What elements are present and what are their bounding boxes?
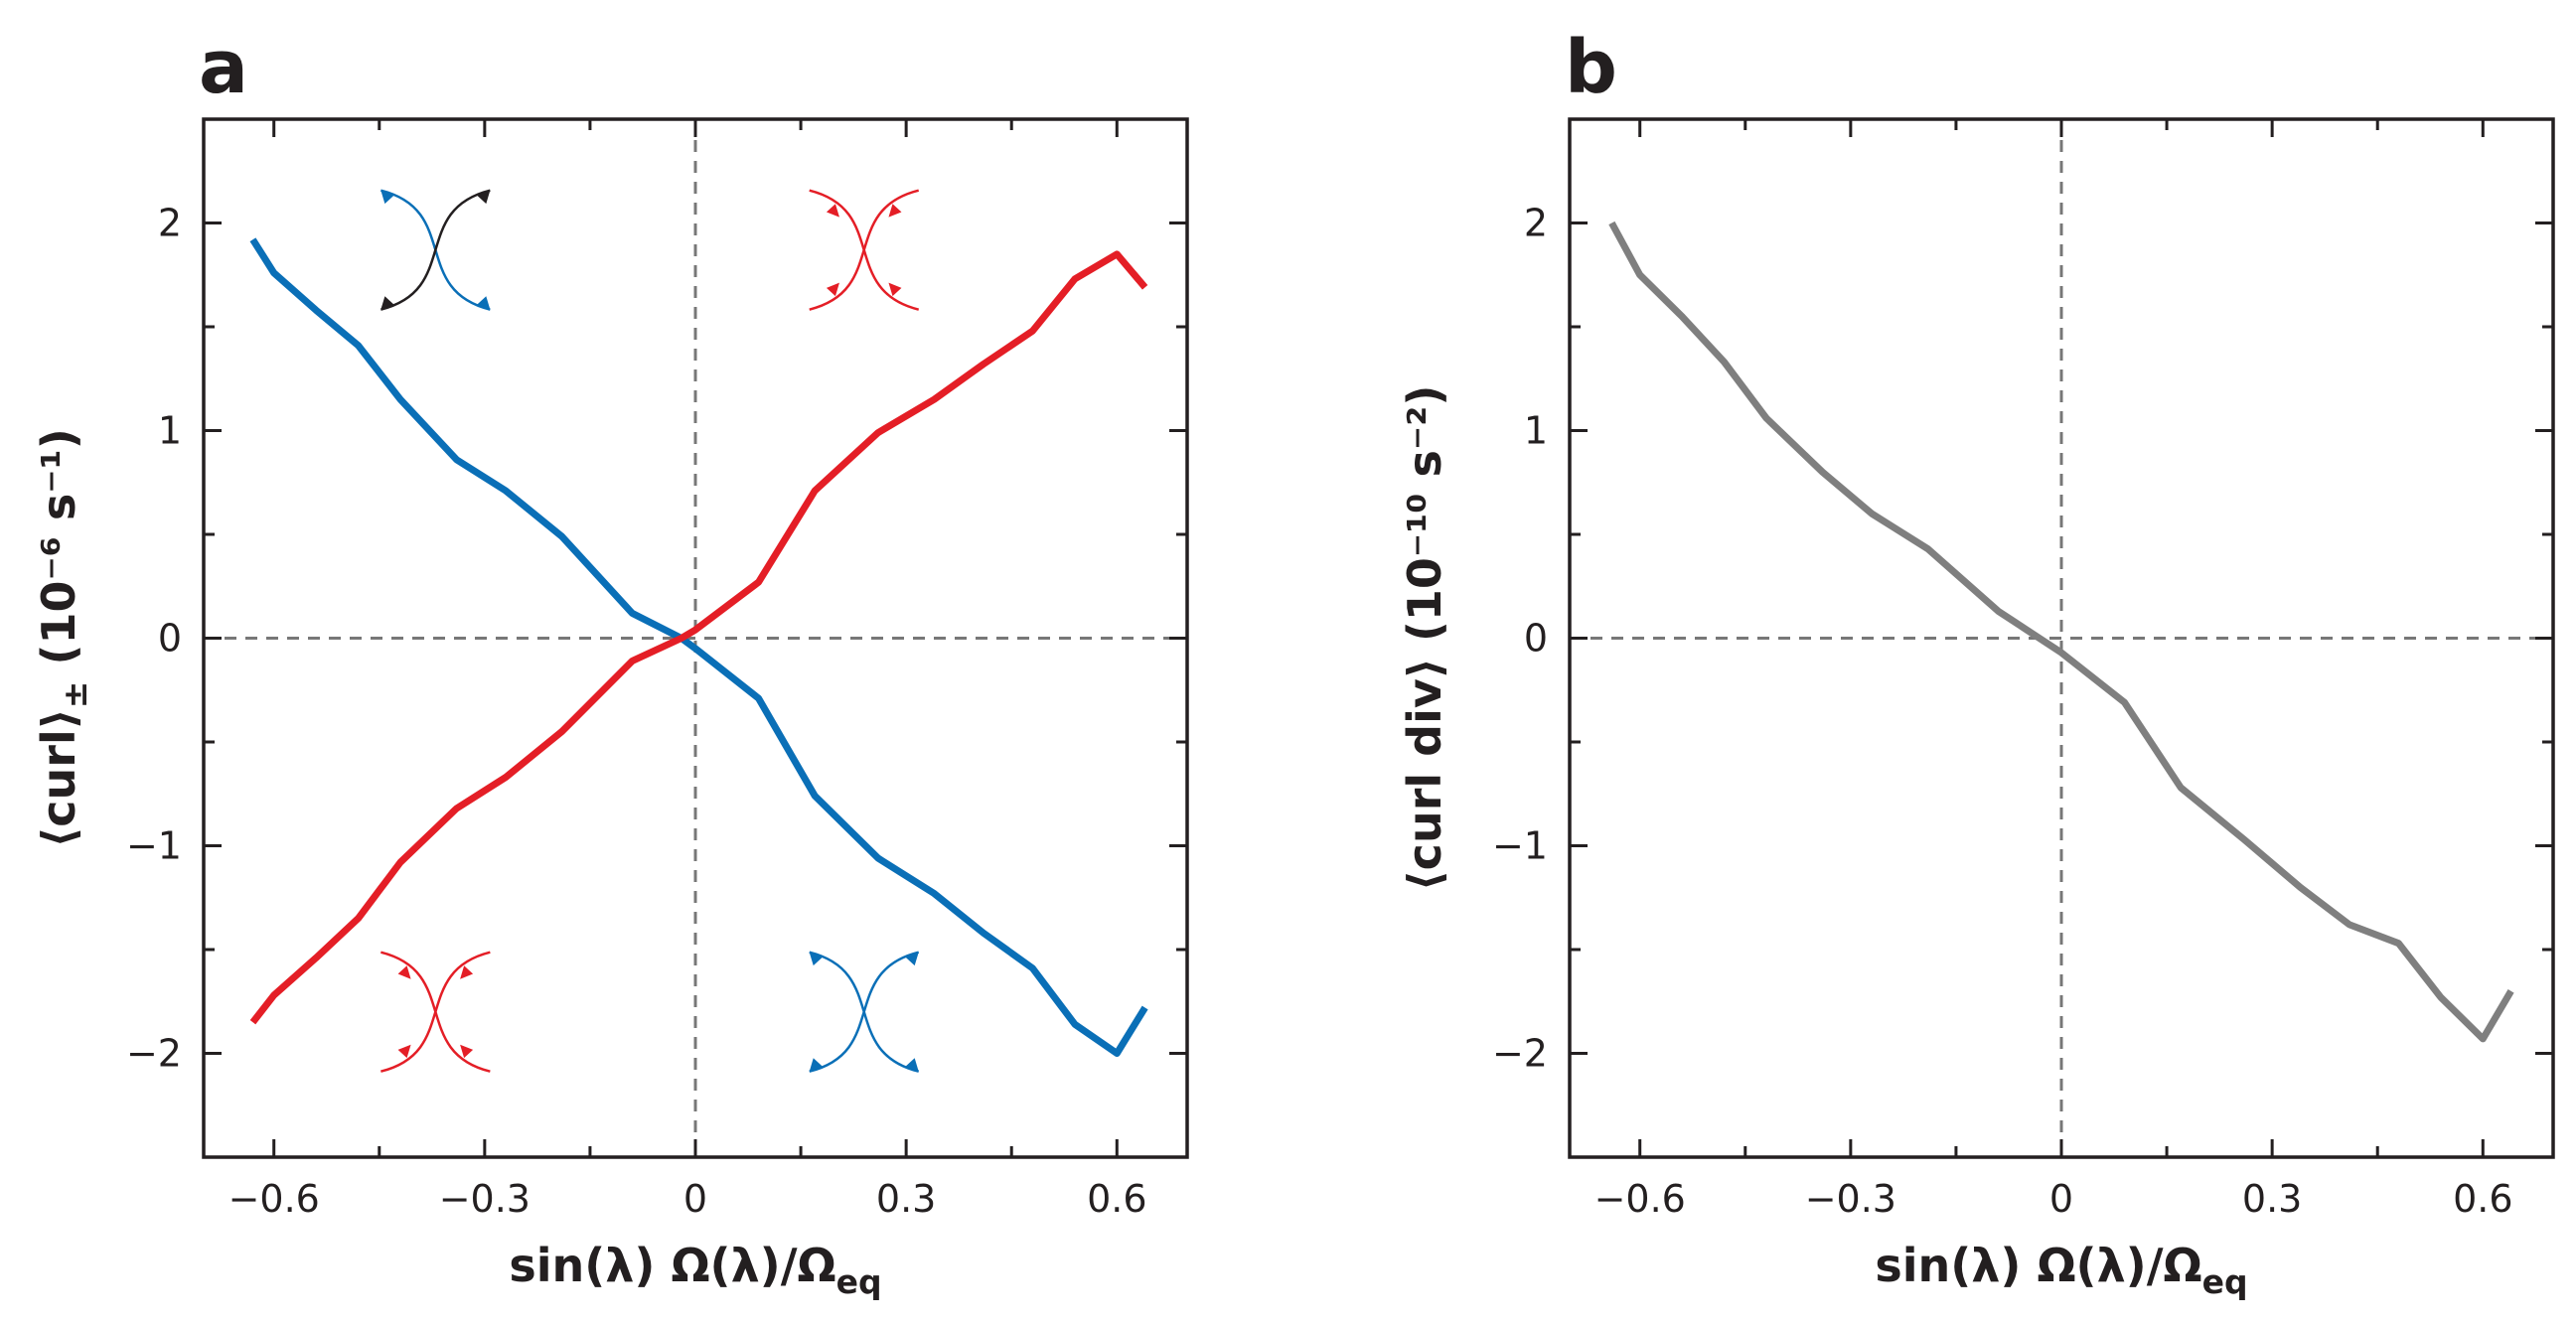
y-tick-label: 2 [1524, 202, 1548, 245]
arrowhead [380, 296, 394, 310]
arrowhead [460, 1044, 474, 1059]
arrowhead [809, 952, 823, 966]
convergence-glyph-bottom-left [380, 951, 491, 1073]
y-tick-label: 0 [158, 617, 182, 661]
arrowhead [397, 965, 411, 979]
arrowhead [905, 1058, 919, 1072]
convergence-glyph-top-right [809, 189, 920, 311]
series-line-negative [249, 250, 1148, 1025]
flow-curve [380, 951, 491, 1073]
panel-a-tick-labels: −0.6 −0.3 0 0.3 0.6 −2 −1 0 1 2 [126, 202, 1147, 1222]
x-tick-label: 0 [2049, 1177, 2073, 1221]
arrowhead [477, 296, 491, 310]
y-tick-label: −1 [1492, 824, 1548, 868]
y-tick-label: 0 [1524, 617, 1548, 661]
panel-b: b −0.6 −0.3 0 0.3 0.6 −2 −1 0 1 2 sin(λ) Ω(λ)/Ωeq… [1398, 25, 2555, 1301]
panel-a-ticks [204, 119, 1187, 1157]
panel-a-x-axis-label: sin(λ) Ω(λ)/Ωeq [509, 1239, 881, 1301]
y-tick-label: 2 [158, 202, 182, 245]
panel-b-letter: b [1565, 25, 1617, 110]
panel-b-ticks [1570, 119, 2553, 1157]
panel-b-tick-labels: −0.6 −0.3 0 0.3 0.6 −2 −1 0 1 2 [1492, 202, 2513, 1222]
arrowhead [888, 282, 902, 297]
x-tick-label: −0.6 [228, 1177, 320, 1221]
x-tick-label: 0 [683, 1177, 707, 1221]
panel-a: a −0.6 −0.3 0 0.3 0.6 −2 −1 0 1 2 sin(λ) Ω(λ)/Ωeq… [32, 25, 1189, 1301]
arrowhead [460, 965, 474, 979]
series-line-positive [249, 237, 1148, 1057]
flow-curve [380, 189, 491, 311]
x-tick-label: −0.3 [439, 1177, 530, 1221]
arrowhead [826, 204, 839, 218]
panel-a-flow-glyphs [380, 189, 920, 1073]
rotation-glyph-bottom-right [809, 951, 920, 1073]
arrowhead [477, 190, 491, 205]
panel-a-series [249, 237, 1148, 1057]
y-tick-label: −2 [126, 1032, 182, 1076]
panel-a-y-axis-label: ⟨curl⟩± (10⁻⁶ s⁻¹) [32, 428, 94, 848]
arrowhead [826, 282, 839, 297]
x-tick-label: 0.3 [2242, 1177, 2302, 1221]
panel-b-series [1608, 221, 2514, 1043]
panel-b-y-axis-label: ⟨curl div⟩ (10⁻¹⁰ s⁻²) [1398, 385, 1451, 892]
x-tick-label: 0.6 [1087, 1177, 1146, 1221]
arrowhead [397, 1044, 411, 1059]
y-tick-label: −1 [126, 824, 182, 868]
flow-curve [809, 951, 920, 1073]
panel-a-letter: a [199, 25, 248, 110]
y-tick-label: −2 [1492, 1032, 1548, 1076]
y-tick-label: 1 [1524, 409, 1548, 453]
x-tick-label: 0.3 [876, 1177, 936, 1221]
x-tick-label: 0.6 [2453, 1177, 2512, 1221]
flow-curve [809, 189, 920, 311]
x-tick-label: −0.3 [1805, 1177, 1896, 1221]
arrowhead [905, 952, 919, 966]
arrowhead [809, 1058, 823, 1072]
x-tick-label: −0.6 [1594, 1177, 1686, 1221]
arrowhead [888, 204, 902, 218]
rotation-glyph-top-left [380, 189, 491, 311]
panel-b-x-axis-label: sin(λ) Ω(λ)/Ωeq [1875, 1239, 2247, 1301]
series-line-curl-div [1608, 221, 2514, 1043]
arrowhead [380, 190, 394, 205]
y-tick-label: 1 [158, 409, 182, 453]
